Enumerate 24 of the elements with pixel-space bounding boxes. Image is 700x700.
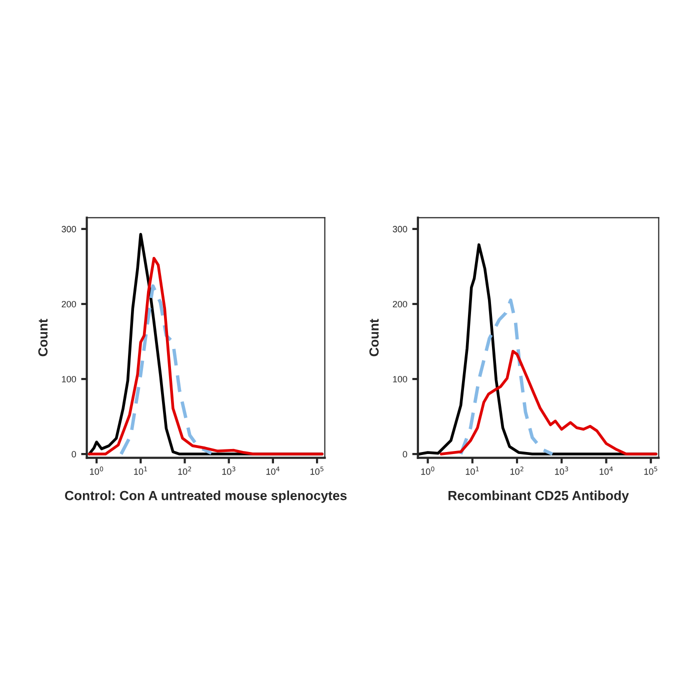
x-tick-label: 10$^{5}$ [644, 466, 658, 475]
y-tick-label: 200 [62, 300, 76, 308]
y-tick-label: 300 [392, 226, 408, 232]
y-axis-title: Count [38, 318, 48, 356]
x-tick-label: 10$^{1}$ [134, 466, 148, 475]
x-axis-title: Control: Con A untreated mouse splenocytes [64, 490, 347, 503]
x-axis-title: Recombinant CD25 Antibody [448, 490, 629, 503]
y-tick-label: 100 [62, 376, 76, 382]
y-axis-title: Count [369, 318, 379, 356]
y-tick-label: 0 [72, 451, 76, 458]
y-tick-label: 300 [62, 226, 76, 232]
x-tick-label: 10$^{0}$ [90, 466, 104, 475]
y-tick-label: 100 [393, 376, 408, 382]
x-tick-label: 10$^{5}$ [310, 466, 324, 475]
x-tick-label: 10$^{3}$ [222, 466, 236, 475]
x-tick-label: 10$^{1}$ [466, 466, 479, 475]
y-tick-label: 200 [392, 300, 408, 308]
x-tick-label: 10$^{4}$ [266, 466, 280, 475]
x-tick-label: 10$^{2}$ [178, 466, 192, 475]
x-tick-label: 10$^{0}$ [421, 466, 434, 475]
y-tick-label: 0 [402, 451, 408, 458]
x-tick-label: 10$^{2}$ [510, 466, 524, 475]
x-tick-label: 10$^{3}$ [555, 466, 568, 475]
x-tick-label: 10$^{4}$ [600, 466, 613, 475]
